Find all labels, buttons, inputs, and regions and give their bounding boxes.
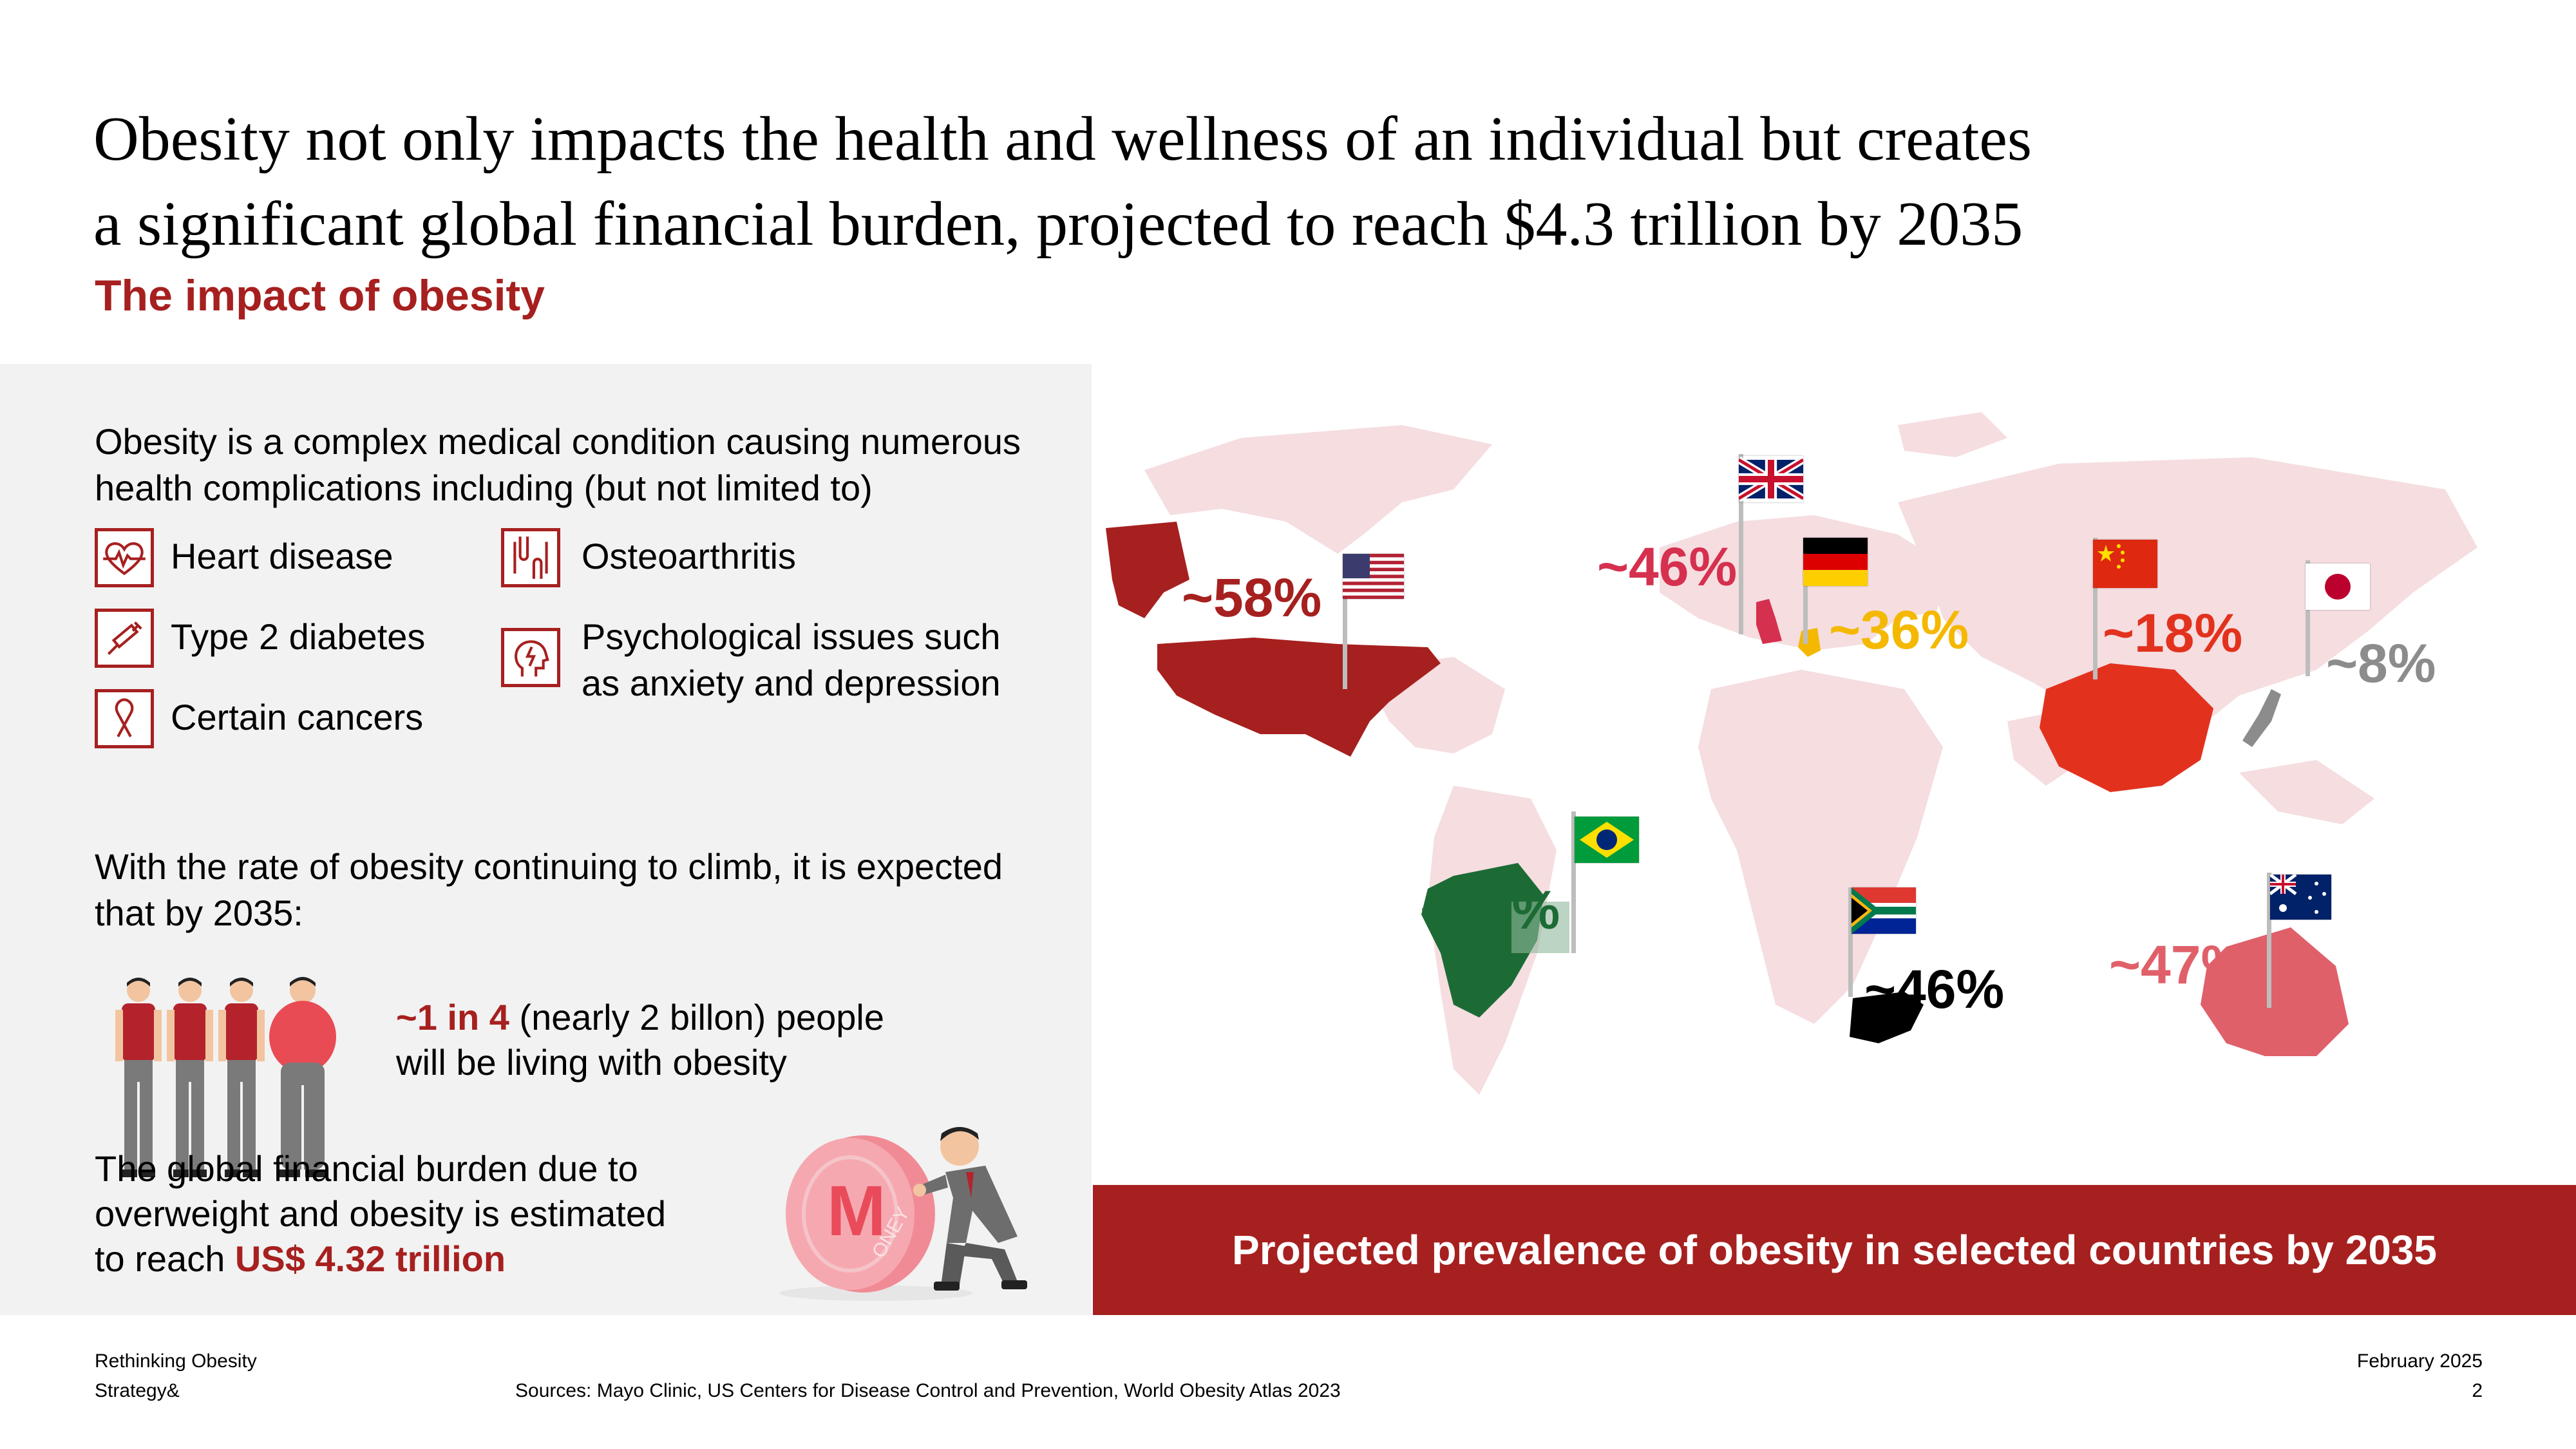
country-usa — [1157, 638, 1441, 757]
pct-uk: ~46% — [1597, 536, 1738, 597]
footer-sources: Sources: Mayo Clinic, US Centers for Dis… — [515, 1380, 1341, 1401]
brazil-flag-icon — [1575, 817, 1639, 863]
map-caption-banner: Projected prevalence of obesity in selec… — [1093, 1185, 2576, 1315]
country-alaska — [1106, 522, 1189, 618]
condition-psychological: Psychological issues such as anxiety and… — [582, 616, 1001, 703]
svg-text:M: M — [827, 1171, 886, 1251]
flag-pole-brazil — [1571, 811, 1576, 953]
world-continents — [1144, 412, 2477, 1095]
knee-joint-icon — [501, 528, 560, 587]
head-brain-icon — [501, 628, 560, 687]
world-map — [1106, 412, 2477, 1095]
south-africa-flag-icon — [1852, 887, 1916, 934]
section-subtitle: The impact of obesity — [95, 271, 545, 320]
uk-flag-icon — [1739, 456, 1803, 502]
pct-brazil: ~41% — [1420, 880, 1560, 940]
person-icon — [167, 978, 213, 1177]
condition-diabetes: Type 2 diabetes — [171, 616, 426, 657]
condition-osteoarthritis: Osteoarthritis — [582, 536, 796, 576]
flag-pole-uk — [1739, 454, 1743, 634]
country-australia — [2201, 927, 2349, 1056]
pct-germany: ~36% — [1829, 600, 1969, 660]
pct-china: ~18% — [2103, 603, 2243, 663]
pct-usa: ~58% — [1182, 567, 1322, 628]
footer-date: February 2025 — [2356, 1350, 2483, 1372]
ribbon-icon — [95, 689, 154, 748]
country-japan — [2242, 689, 2281, 747]
country-south-africa — [1850, 992, 1924, 1043]
heart-icon — [95, 528, 154, 587]
country-china — [2040, 663, 2213, 792]
pct-japan: ~8% — [2326, 633, 2436, 694]
china-flag-icon — [2093, 540, 2157, 588]
condition-heart: Heart disease — [171, 536, 393, 576]
flag-pole-japan — [2306, 560, 2310, 676]
germany-flag-icon — [1803, 538, 1868, 586]
japan-flag-icon — [2306, 564, 2370, 610]
australia-flag-icon — [2270, 875, 2331, 920]
stat-financial-burden: The global financial burden due to overw… — [95, 1148, 667, 1279]
country-uk — [1756, 599, 1782, 644]
person-icon — [218, 978, 265, 1177]
footer-title: Rethinking Obesity — [95, 1350, 257, 1372]
pct-australia: ~47% — [2109, 934, 2249, 995]
money-coin-illustration: M ONEY — [779, 1127, 1027, 1301]
climb-text: With the rate of obesity continuing to c… — [95, 846, 1003, 933]
syringe-icon — [95, 609, 154, 668]
flag-pole-usa — [1343, 583, 1347, 689]
flag-pole-south-africa — [1848, 887, 1853, 997]
intro-text: Obesity is a complex medical condition c… — [95, 421, 1021, 508]
flag-pole-china — [2093, 538, 2098, 679]
flag-pole-australia — [2267, 873, 2271, 1008]
people-illustration — [115, 977, 336, 1177]
person-obese-icon — [269, 977, 336, 1177]
usa-flag-icon — [1343, 554, 1404, 599]
stat-people-obesity: ~1 in 4 (nearly 2 billon) people will be… — [396, 997, 884, 1083]
condition-cancers: Certain cancers — [171, 697, 424, 737]
person-icon — [115, 978, 162, 1177]
flag-pole-germany — [1803, 538, 1808, 644]
page-number: 2 — [2472, 1380, 2483, 1401]
page-title: Obesity not only impacts the health and … — [93, 104, 2032, 259]
pct-south-africa: ~46% — [1864, 959, 2005, 1019]
country-germany — [1798, 628, 1821, 657]
footer-brand: Strategy& — [95, 1380, 180, 1401]
businessman-figure — [913, 1127, 1027, 1291]
